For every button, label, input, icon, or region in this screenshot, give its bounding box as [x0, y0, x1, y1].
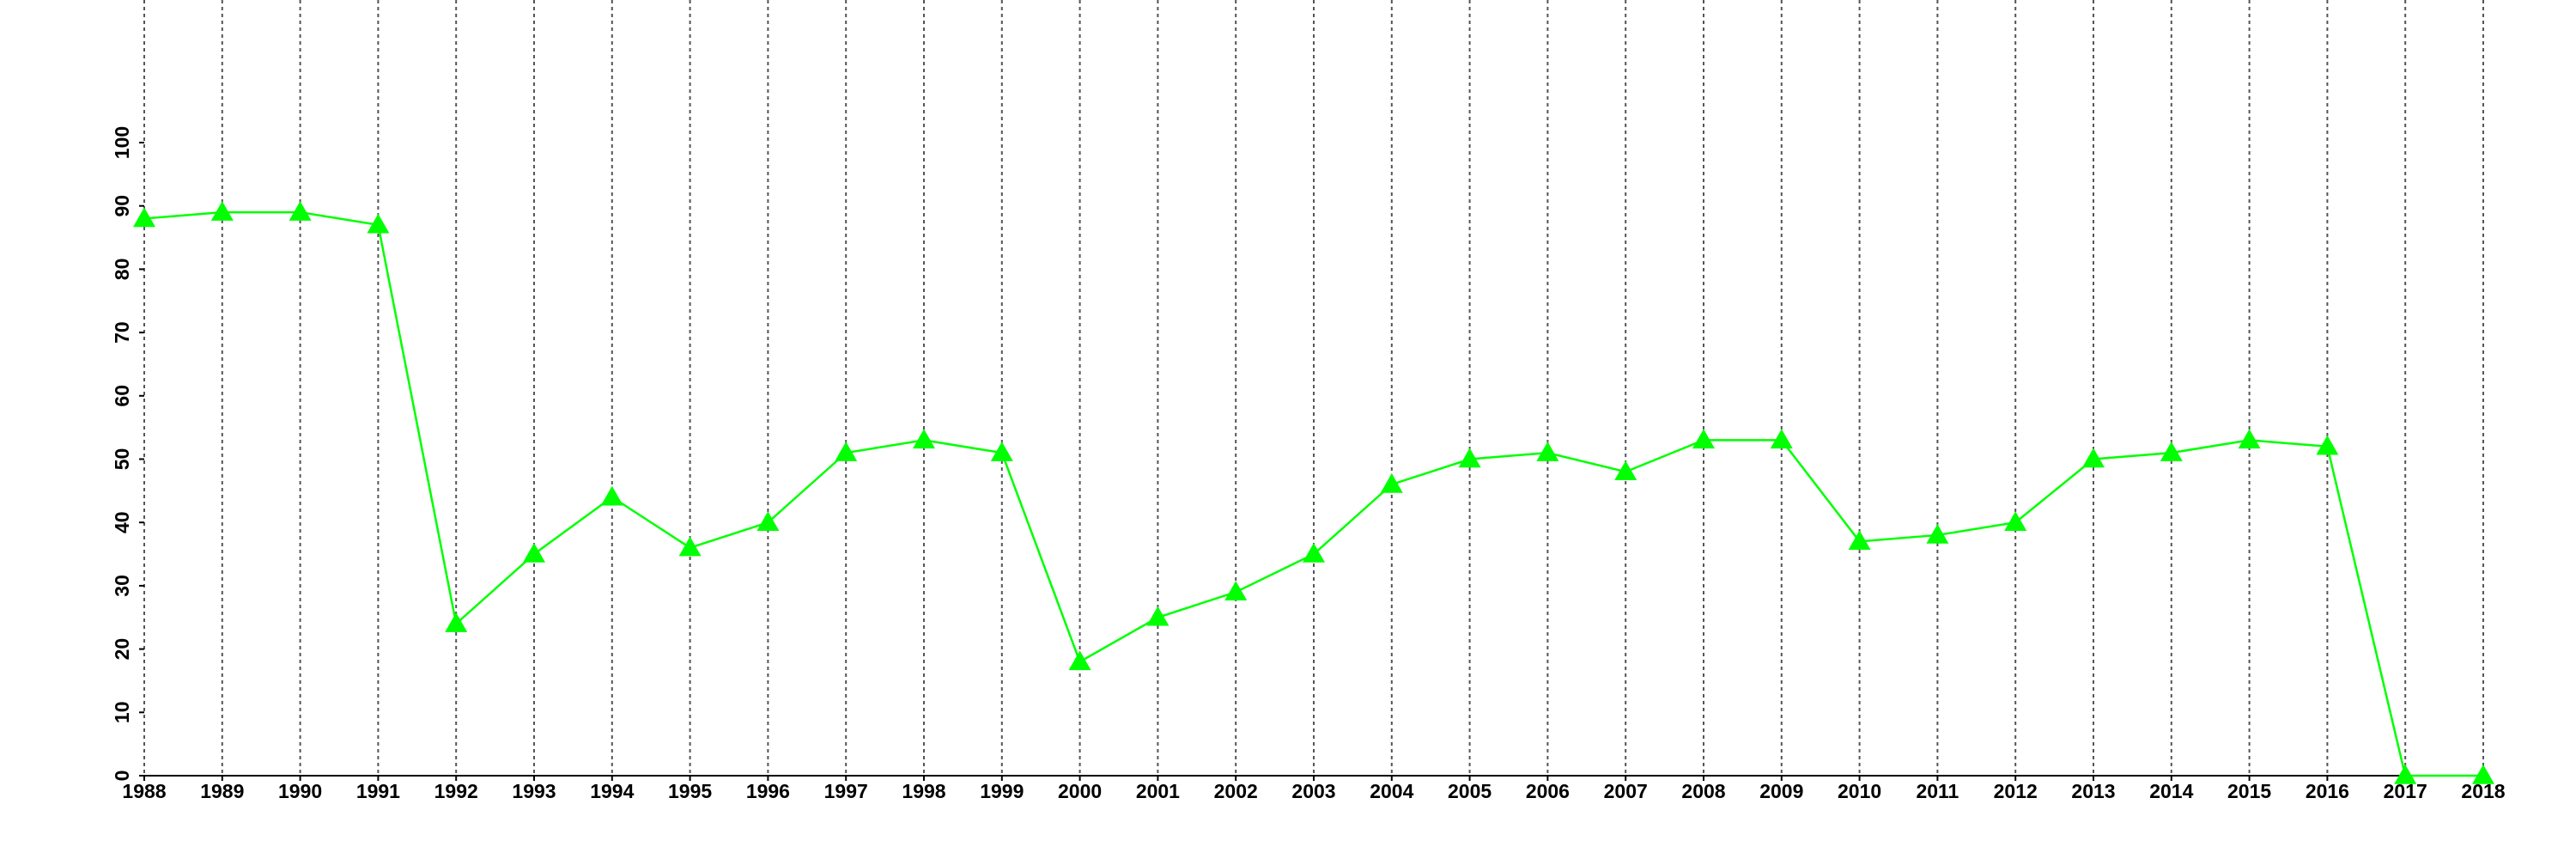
x-tick-label: 1990: [278, 780, 322, 802]
marker: [1224, 581, 1248, 601]
marker: [2004, 511, 2027, 531]
x-tick-label: 2012: [1994, 780, 2038, 802]
x-tick-label: 2004: [1370, 780, 1413, 802]
y-tick-label: 70: [111, 321, 133, 344]
marker: [2160, 442, 2183, 461]
x-tick-label: 2008: [1681, 780, 1725, 802]
marker: [600, 485, 623, 506]
x-tick-label: 1994: [590, 780, 634, 802]
x-tick-label: 2005: [1448, 780, 1492, 802]
y-tick-label: 30: [111, 575, 133, 597]
x-tick-label: 1996: [746, 780, 790, 802]
x-tick-label: 2014: [2149, 780, 2193, 802]
marker: [133, 207, 155, 228]
marker: [1068, 650, 1091, 671]
y-tick-label: 90: [111, 195, 133, 217]
y-tick-label: 40: [111, 511, 133, 533]
marker: [2472, 765, 2494, 784]
x-tick-label: 1995: [668, 780, 712, 802]
y-tick-label: 80: [111, 259, 133, 281]
marker: [1536, 442, 1559, 461]
marker: [756, 511, 780, 531]
x-tick-label: 1992: [434, 780, 478, 802]
y-tick-label: 100: [111, 126, 133, 159]
x-tick-label: 1989: [200, 780, 244, 802]
x-tick-label: 2007: [1604, 780, 1648, 802]
x-tick-label: 2009: [1759, 780, 1803, 802]
marker: [1380, 472, 1403, 493]
x-tick-label: 2003: [1291, 780, 1335, 802]
x-tick-label: 1998: [902, 780, 945, 802]
marker: [990, 442, 1013, 461]
x-tick-label: 1988: [122, 780, 166, 802]
marker: [913, 429, 935, 449]
x-tick-label: 1991: [356, 780, 400, 802]
x-tick-label: 2013: [2071, 780, 2115, 802]
x-tick-label: 2016: [2306, 780, 2349, 802]
x-tick-label: 2015: [2227, 780, 2271, 802]
y-tick-label: 20: [111, 638, 133, 661]
marker: [445, 612, 468, 632]
x-tick-label: 2001: [1136, 780, 1180, 802]
marker: [1146, 606, 1170, 626]
x-tick-label: 1999: [980, 780, 1024, 802]
marker: [1458, 448, 1481, 468]
x-tick-label: 2011: [1916, 780, 1959, 802]
x-tick-label: 2000: [1058, 780, 1102, 802]
x-tick-label: 2002: [1214, 780, 1258, 802]
marker: [289, 201, 312, 221]
marker: [1770, 429, 1793, 449]
marker: [523, 543, 545, 563]
y-tick-label: 50: [111, 448, 133, 471]
y-tick-label: 60: [111, 385, 133, 407]
marker: [1926, 523, 1949, 544]
y-tick-label: 0: [111, 771, 133, 782]
marker: [1614, 460, 1637, 480]
marker: [2082, 448, 2105, 468]
x-tick-label: 2006: [1526, 780, 1570, 802]
marker: [678, 536, 702, 557]
marker: [367, 213, 390, 234]
marker: [835, 442, 858, 461]
x-tick-label: 1993: [512, 780, 556, 802]
x-tick-label: 2010: [1838, 780, 1881, 802]
marker: [2394, 765, 2417, 784]
marker: [210, 201, 234, 221]
marker: [1848, 530, 1871, 551]
marker: [1692, 429, 1715, 449]
marker: [1303, 543, 1325, 563]
marker: [2238, 429, 2261, 449]
y-tick-label: 10: [111, 702, 133, 724]
x-tick-label: 1997: [824, 780, 868, 802]
marker: [2316, 435, 2339, 455]
